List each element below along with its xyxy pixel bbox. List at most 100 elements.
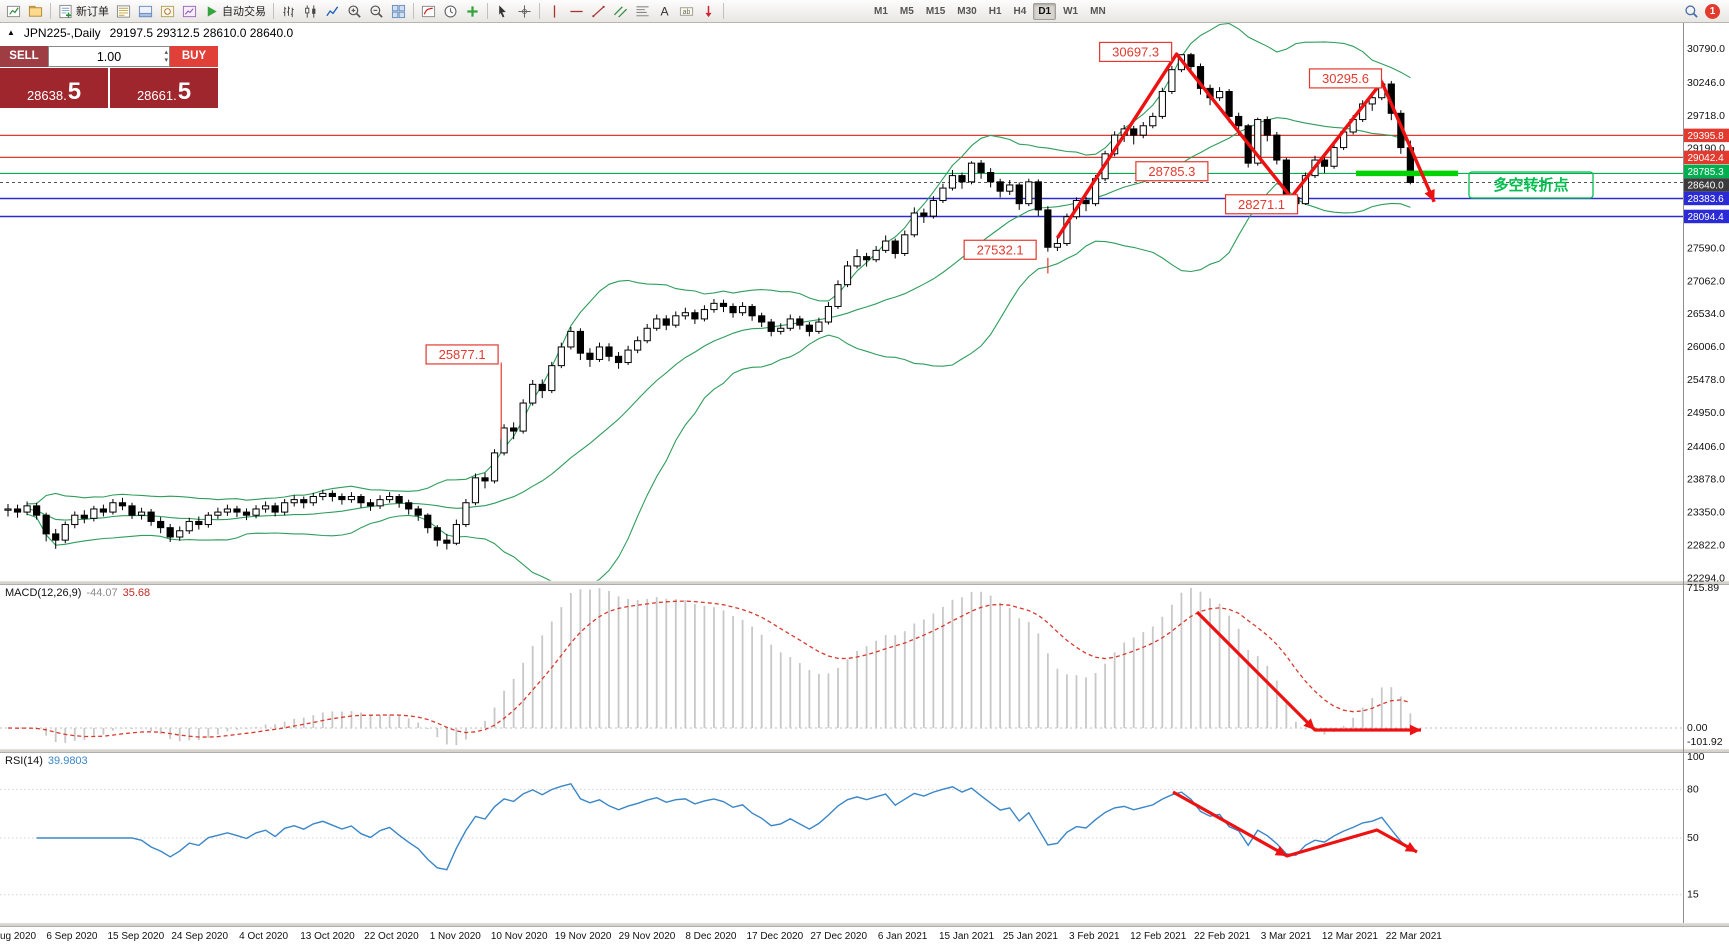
price-axis[interactable]: 30790.030246.029718.029190.027590.027062…: [1684, 43, 1729, 901]
macd-main-value: -44.07: [86, 587, 118, 599]
panel-separator[interactable]: [0, 581, 1729, 585]
svg-text:25478.0: 25478.0: [1687, 374, 1725, 386]
panel-separator[interactable]: [0, 923, 1729, 927]
volume-up-icon[interactable]: ▴: [164, 48, 168, 56]
timeframe-m5-button[interactable]: M5: [899, 5, 914, 17]
svg-text:27 Aug 2020: 27 Aug 2020: [0, 931, 37, 942]
timeframe-d1-button[interactable]: D1: [1033, 2, 1057, 20]
svg-text:23878.0: 23878.0: [1687, 474, 1725, 486]
chart-symbol-period: JPN225-,Daily: [23, 26, 101, 40]
price-tag: [1684, 178, 1729, 192]
fibonacci-tool-button[interactable]: [632, 2, 653, 21]
strategy-tester-icon: [182, 4, 197, 19]
trendline-tool-button[interactable]: [588, 2, 609, 21]
svg-text:24950.0: 24950.0: [1687, 407, 1725, 419]
svg-text:29718.0: 29718.0: [1687, 110, 1725, 122]
note-text[interactable]: 多空转折点: [1493, 176, 1568, 194]
text-label-tool-button[interactable]: [676, 2, 697, 21]
timeframe-mn-button[interactable]: MN: [1090, 5, 1106, 17]
collapse-panel-icon[interactable]: ▲: [7, 28, 15, 37]
price-callout-box[interactable]: [1224, 194, 1299, 215]
trendline-icon: [591, 4, 606, 19]
volume-input[interactable]: 1.00 ▴ ▾: [48, 46, 170, 67]
periods-button[interactable]: [440, 2, 461, 21]
zoom-in-button[interactable]: [344, 2, 365, 21]
svg-text:29395.8: 29395.8: [1688, 131, 1725, 142]
timeframe-m15-button[interactable]: M15: [925, 5, 946, 17]
indicators-icon: [421, 4, 436, 19]
zoom-out-button[interactable]: [366, 2, 387, 21]
sell-button[interactable]: SELL: [0, 46, 48, 67]
svg-text:80: 80: [1687, 783, 1699, 795]
market-watch-button[interactable]: [113, 2, 134, 21]
navigator-button[interactable]: [157, 2, 178, 21]
new-order-button[interactable]: 新订单: [55, 2, 112, 21]
svg-text:15: 15: [1687, 889, 1699, 901]
chart-title-bar: ▲ JPN225-,Daily 29197.5 29312.5 28610.0 …: [7, 26, 293, 40]
timeframe-m30-button[interactable]: M30: [957, 5, 977, 17]
bid-price[interactable]: 28638. 5: [0, 68, 108, 108]
chart-annotations[interactable]: 25877.1 27532.1 30697.3 28785.3 28271.1 30295…: [425, 41, 1594, 440]
cursor-tool-button[interactable]: [492, 2, 513, 21]
svg-text:50: 50: [1687, 832, 1699, 844]
timeframe-h4-button[interactable]: H4: [1013, 5, 1027, 17]
arrows-tool-button[interactable]: [698, 2, 719, 21]
svg-text:22 Oct 2020: 22 Oct 2020: [364, 931, 419, 942]
svg-text:28271.1: 28271.1: [1238, 197, 1285, 212]
price-callout-box[interactable]: [963, 239, 1037, 260]
templates-button[interactable]: [462, 2, 483, 21]
auto-trading-button[interactable]: 自动交易: [201, 2, 269, 21]
horizontal-line-tool-button[interactable]: [566, 2, 587, 21]
price-callout-box[interactable]: [425, 344, 499, 365]
panel-separator[interactable]: [0, 749, 1729, 753]
bar-chart-type-button[interactable]: [278, 2, 299, 21]
svg-text:100: 100: [1687, 751, 1705, 763]
macd-title: MACD(12,26,9): [5, 587, 82, 599]
channel-tool-button[interactable]: [610, 2, 631, 21]
svg-text:27590.0: 27590.0: [1687, 242, 1725, 254]
svg-text:25877.1: 25877.1: [439, 347, 486, 362]
plus-icon: [465, 4, 480, 19]
timeframe-m1-button[interactable]: M1: [874, 5, 888, 17]
crosshair-tool-button[interactable]: [514, 2, 535, 21]
svg-text:30697.3: 30697.3: [1112, 44, 1159, 59]
tile-windows-button[interactable]: [388, 2, 409, 21]
buy-button[interactable]: BUY: [170, 46, 218, 67]
toolbar-separator: [539, 3, 540, 19]
svg-text:23350.0: 23350.0: [1687, 507, 1725, 519]
new-chart-button[interactable]: [3, 2, 24, 21]
svg-text:22294.0: 22294.0: [1687, 572, 1725, 584]
note-box[interactable]: [1468, 171, 1594, 199]
ask-price[interactable]: 28661. 5: [110, 68, 218, 108]
profiles-button[interactable]: [25, 2, 46, 21]
price-callout-box[interactable]: [1135, 161, 1209, 182]
channel-icon: [613, 4, 628, 19]
svg-text:6 Jan 2021: 6 Jan 2021: [878, 931, 928, 942]
time-axis[interactable]: 27 Aug 2020 6 Sep 2020 15 Sep 2020 24 Sep 2…: [0, 931, 1442, 942]
search-button[interactable]: [1681, 2, 1702, 21]
svg-text:22822.0: 22822.0: [1687, 539, 1725, 551]
indicators-button[interactable]: [418, 2, 439, 21]
strategy-tester-button[interactable]: [179, 2, 200, 21]
price-callout-box[interactable]: [1308, 68, 1383, 89]
volume-down-icon[interactable]: ▾: [164, 56, 168, 64]
svg-text:27532.1: 27532.1: [977, 242, 1024, 257]
timeframe-w1-button[interactable]: W1: [1063, 5, 1079, 17]
text-tool-button[interactable]: [654, 2, 675, 21]
candlestick-type-button[interactable]: [300, 2, 321, 21]
price-tag: [1684, 164, 1729, 179]
line-chart-type-button[interactable]: [322, 2, 343, 21]
timeframe-h1-button[interactable]: H1: [988, 5, 1002, 17]
price-tag: [1684, 150, 1729, 165]
svg-text:26534.0: 26534.0: [1687, 308, 1725, 320]
volume-spinner: ▴ ▾: [164, 47, 168, 66]
vertical-line-tool-button[interactable]: [544, 2, 565, 21]
market-watch-icon: [116, 4, 131, 19]
rsi-value: 39.9803: [47, 755, 88, 767]
terminal-button[interactable]: [135, 2, 156, 21]
notification-badge[interactable]: 1: [1705, 3, 1720, 19]
play-icon: [204, 4, 219, 19]
price-callout-box[interactable]: [1099, 41, 1173, 63]
svg-text:28094.4: 28094.4: [1688, 212, 1725, 223]
